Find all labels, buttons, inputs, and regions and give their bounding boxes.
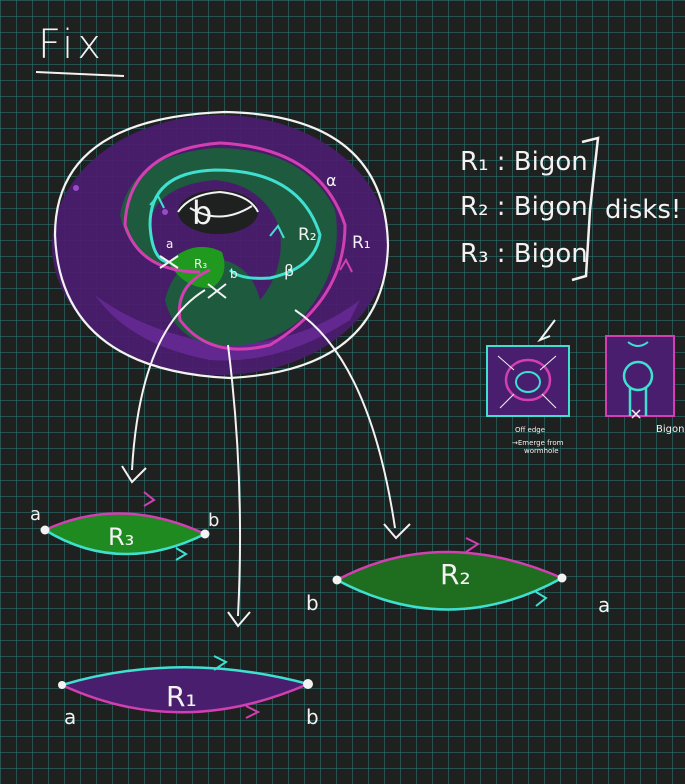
alpha-label: α (326, 171, 337, 190)
alpha-curve (123, 141, 347, 351)
legend: R₁ : Bigon R₂ : Bigon R₃ : Bigon disks! (460, 136, 681, 282)
mini-diagram-right: Bigon (605, 335, 684, 435)
mini-lines (497, 355, 557, 409)
r3-b-label: b (208, 510, 219, 531)
mini-diagram-left: Off edge →Emerge from wormhole (486, 319, 570, 455)
r3-top-edge (44, 512, 206, 536)
r2-b-label: b (306, 591, 319, 615)
r1-a-label: a (64, 705, 76, 729)
r2-bottom-arrow-icon (535, 591, 548, 607)
intersection-a-marker (159, 255, 179, 269)
r1-top-arrow-icon (213, 655, 228, 671)
arrowhead-icon (121, 465, 147, 484)
r2-bottom-edge (336, 576, 563, 611)
torus-hole (178, 190, 258, 234)
r3-fill (45, 513, 205, 555)
intersection-b-marker (207, 283, 227, 299)
r3-a-label: a (30, 504, 41, 525)
r2-top-edge (336, 550, 563, 582)
title-group: Fix (35, 22, 125, 77)
r3-vertex-a (40, 525, 50, 535)
mini-right-cap (627, 341, 649, 347)
mini-note-2: →Emerge from (512, 439, 564, 447)
r2-a-label: a (598, 593, 610, 617)
r1-bottom-arrow-icon (245, 705, 261, 719)
green-annulus (120, 148, 337, 346)
r1-top-edge (61, 666, 309, 687)
legend-brace-label: disks! (605, 195, 681, 225)
r2-fill (337, 551, 562, 610)
mini-cyan-loop (515, 371, 541, 393)
torus-r3-label: R₃ (194, 257, 207, 271)
mini-right-loop (622, 360, 654, 392)
r3-bottom-edge (44, 528, 206, 556)
mini-note-1: Off edge (515, 426, 545, 434)
beta-arrow2-icon (269, 224, 285, 239)
legend-line-r3: R₃ : Bigon (460, 239, 588, 269)
torus-outer-boundary (53, 110, 390, 380)
r2-label: R₂ (440, 558, 471, 591)
r3-region (168, 246, 225, 289)
beta-label: β (284, 261, 294, 280)
arrow-to-r1 (227, 344, 242, 617)
mini-square-right (605, 335, 675, 417)
hole-curve-bottom (189, 205, 253, 218)
title-underline (35, 71, 125, 77)
torus-r1-label: R₁ (352, 233, 371, 253)
r3-bottom-arrow-icon (175, 547, 188, 561)
pointer-arrow-icon (537, 319, 556, 343)
beta-curve-lower (148, 224, 169, 264)
r3-vertex-b (200, 529, 210, 539)
torus: α β b R₂ R₁ R₃ a b (52, 110, 390, 380)
alpha-arrow-icon (339, 257, 353, 273)
r3-top-arrow-icon (143, 491, 156, 507)
torus-b-point-label: b (230, 267, 238, 281)
r2-vertex-b (332, 575, 342, 585)
mini-right-cross (631, 409, 641, 419)
alpha-curve-lower (123, 224, 201, 274)
r1-label: R₁ (166, 680, 197, 713)
mini-square-left (486, 345, 570, 417)
legend-brace (571, 136, 600, 282)
r1-fill (62, 667, 308, 713)
r1-b-label: b (306, 705, 319, 729)
bigon-r2: R₂ b a (306, 537, 610, 617)
purple-shade (95, 295, 360, 361)
hole-curve-top (177, 190, 259, 213)
arrowhead-icon (227, 611, 251, 628)
mini-right-stem (628, 388, 648, 416)
mini-magenta-loop (504, 358, 552, 402)
r2-top-arrow-icon (465, 537, 480, 553)
page-title: Fix (38, 22, 105, 68)
beta-curve (148, 168, 322, 280)
beta-arrow-icon (149, 194, 165, 209)
purple-dot (73, 185, 79, 191)
r1-vertex-b (303, 679, 313, 689)
arrow-to-r2 (294, 309, 396, 529)
mapping-arrows (121, 289, 411, 628)
legend-line-r2: R₂ : Bigon (460, 192, 588, 222)
r3-label: R₃ (108, 523, 134, 551)
bigon-r3: R₃ a b (30, 491, 219, 561)
torus-r2-label: R₂ (298, 225, 317, 245)
r2-vertex-a (557, 573, 567, 583)
bigon-r1: R₁ a b (58, 655, 319, 729)
purple-dot (162, 209, 168, 215)
r1-bottom-edge (61, 682, 309, 714)
arrowhead-icon (383, 523, 411, 540)
legend-line-r1: R₁ : Bigon (460, 147, 588, 177)
arrow-to-r3 (131, 289, 206, 471)
mini-note-3: wormhole (524, 447, 559, 455)
r1-vertex-a (58, 681, 66, 689)
mini-right-label: Bigon (656, 424, 684, 435)
torus-a-label: a (166, 237, 173, 251)
torus-b-label: b (192, 194, 212, 232)
